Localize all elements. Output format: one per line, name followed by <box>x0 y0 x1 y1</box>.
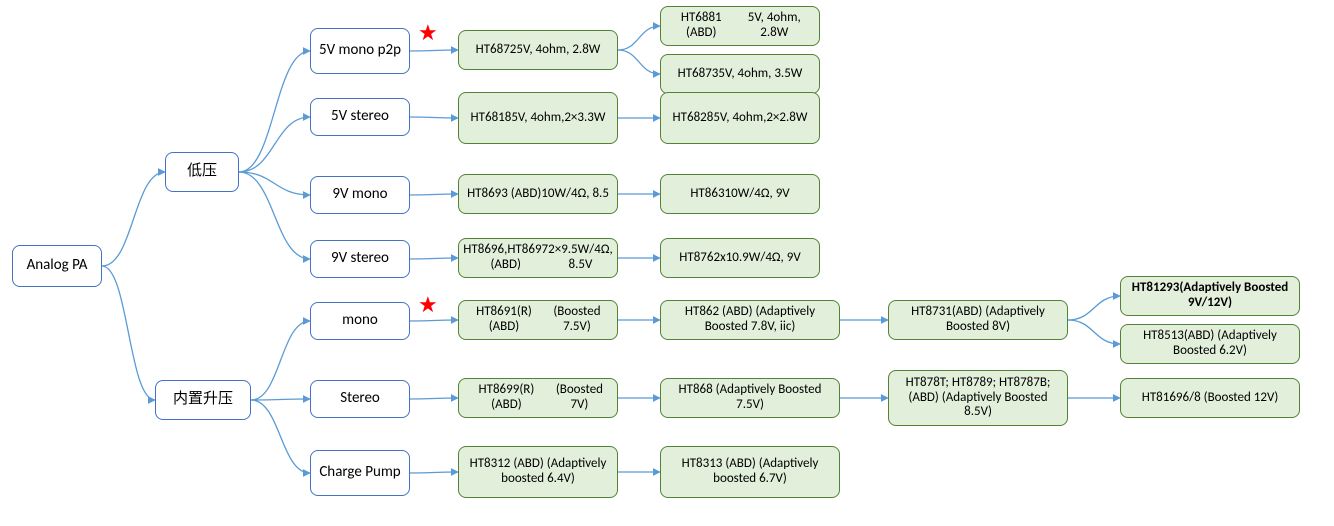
edge-mono-ht8691 <box>410 320 458 321</box>
edge-lv-5vst <box>239 117 310 172</box>
node-ht8696: HT8696,HT8697 (ABD)2×9.5W/4Ω, 8.5V <box>458 238 618 278</box>
edge-root-lv <box>102 172 165 266</box>
node-ht81293: HT81293(Adaptively Boosted 9V/12V) <box>1120 276 1300 316</box>
node-ht6873: HT68735V, 4ohm, 3.5W <box>660 54 820 94</box>
edge-9vst-ht8696 <box>410 258 458 259</box>
edge-bb-mono <box>251 321 310 400</box>
node-ht8731: HT8731(ABD) (Adaptively Boosted 8V) <box>888 300 1068 340</box>
edge-cp-ht8312 <box>410 472 458 473</box>
node-ht6872: HT68725V, 4ohm, 2.8W <box>458 30 618 70</box>
star-icon: ★ <box>418 22 438 44</box>
edge-lv-5vmp <box>239 51 310 172</box>
node-ht6818: HT68185V, 4ohm,2×3.3W <box>458 92 618 144</box>
node-mono: mono <box>310 302 410 340</box>
node-root: Analog PA <box>12 245 102 287</box>
node-9vmn: 9V mono <box>310 176 410 214</box>
edge-lv-9vmn <box>239 172 310 195</box>
edge-lv-9vst <box>239 172 310 259</box>
edge-stereo-ht8699 <box>410 398 458 399</box>
node-ht6881: HT6881 (ABD)5V, 4ohm, 2.8W <box>660 6 820 46</box>
node-cp: Charge Pump <box>310 450 410 496</box>
node-9vst: 9V stereo <box>310 240 410 278</box>
node-ht6828: HT68285V, 4ohm,2×2.8W <box>660 92 820 144</box>
node-ht8699: HT8699(R) (ABD)(Boosted 7V) <box>458 378 618 418</box>
node-ht868: HT868 (Adaptively Boosted 7.5V) <box>660 378 840 418</box>
node-ht876: HT8762x10.9W/4Ω, 9V <box>660 238 820 278</box>
edge-ht6872-ht6873 <box>618 50 660 74</box>
star-icon: ★ <box>418 294 438 316</box>
node-5vst: 5V stereo <box>310 98 410 136</box>
edge-ht8731-ht81293 <box>1068 296 1120 320</box>
node-stereo: Stereo <box>310 380 410 418</box>
edge-5vmp-ht6872 <box>410 50 458 51</box>
node-ht8312: HT8312 (ABD) (Adaptively boosted 6.4V) <box>458 446 618 498</box>
node-ht8691: HT8691(R) (ABD)(Boosted 7.5V) <box>458 300 618 340</box>
node-ht8513: HT8513(ABD) (Adaptively Boosted 6.2V) <box>1120 324 1300 364</box>
edge-root-bb <box>102 266 155 400</box>
edge-bb-cp <box>251 400 310 473</box>
node-ht81696: HT81696/8 (Boosted 12V) <box>1120 378 1300 418</box>
node-bb: 内置升压 <box>155 380 251 420</box>
edge-bb-stereo <box>251 399 310 400</box>
node-ht8693: HT8693 (ABD)10W/4Ω, 8.5 <box>458 174 618 214</box>
edge-5vst-ht6818 <box>410 117 458 118</box>
node-ht8313: HT8313 (ABD) (Adaptively boosted 6.7V) <box>660 446 840 498</box>
edge-ht6872-ht6881 <box>618 26 660 50</box>
edge-ht8731-ht8513 <box>1068 320 1120 344</box>
node-5vmp: 5V mono p2p <box>310 28 410 74</box>
node-ht878t: HT878T; HT8789; HT8787B; (ABD) (Adaptive… <box>888 370 1068 426</box>
node-ht863: HT86310W/4Ω, 9V <box>660 174 820 214</box>
edge-9vmn-ht8693 <box>410 194 458 195</box>
node-ht862: HT862 (ABD) (Adaptively Boosted 7.8V, ii… <box>660 300 840 340</box>
node-lv: 低压 <box>165 152 239 192</box>
